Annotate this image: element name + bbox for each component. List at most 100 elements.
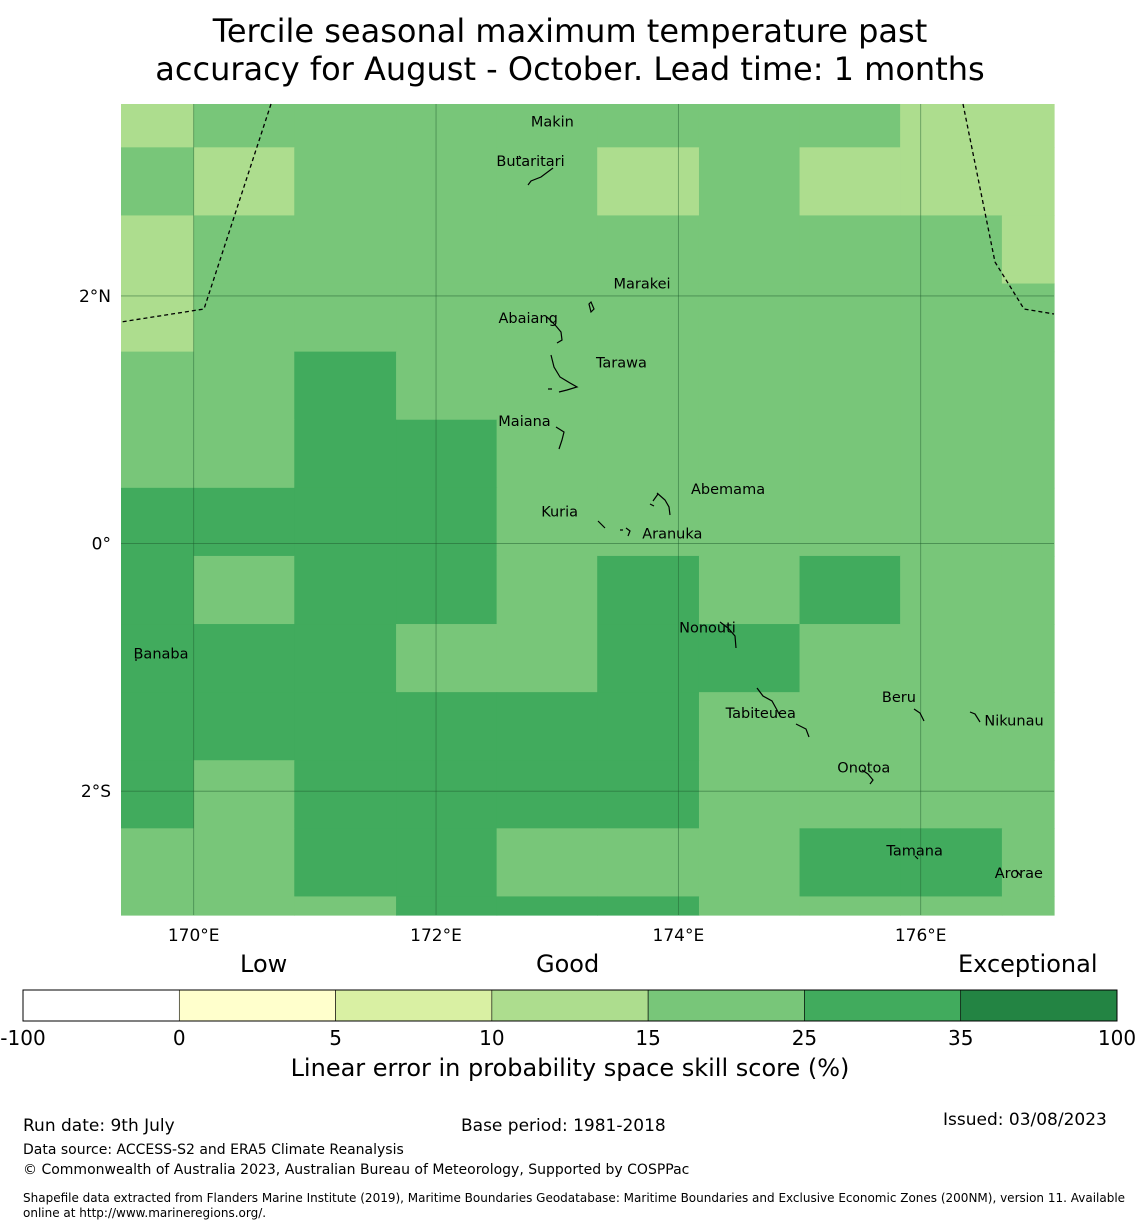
grid-cell [698,283,801,353]
colorbar-tick-label: 0 [172,1026,186,1050]
grid-cell [294,828,397,898]
colorbar-bin [335,989,493,1022]
grid-cell [900,215,1003,285]
grid-cell [698,760,801,829]
island-label: Nonouti [679,621,736,637]
grid-cell [294,487,397,557]
grid-cell [1001,624,1055,693]
grid-cell [698,896,801,916]
grid-cell [396,624,498,693]
grid-cell [121,692,195,761]
grid-cell [698,104,801,148]
island-label: Abaiang [498,311,557,327]
grid-cell [1001,692,1055,761]
island-label: Marakei [613,276,670,292]
grid-cell [121,828,195,898]
grid-cell [799,760,901,829]
grid-cell [900,283,1003,353]
grid-cell [900,351,1003,421]
island-outlines [135,155,1022,877]
grid-cell [193,760,295,829]
copyright-notice: © Commonwealth of Australia 2023, Austra… [23,1162,690,1178]
colorbar-bin [22,989,180,1022]
y-tick-label: 0° [92,535,111,555]
colorbar-tick-label: -100 [0,1026,46,1050]
grid-cell [799,828,901,898]
island-label: Aranuka [642,527,702,543]
grid-cell [294,760,397,829]
grid-cell [193,487,295,557]
grid-cell [597,624,700,693]
grid-cell [1001,283,1055,353]
grid-cell [396,828,498,898]
grid-cell [496,555,598,625]
grid-cell [193,104,295,148]
grid-cell [799,283,901,353]
legend-word-good: Good [536,950,600,978]
colorbar-tick-label: 35 [947,1026,974,1050]
grid-cell [1001,419,1055,489]
grid-cell [496,487,598,557]
grid-cell [900,692,1003,761]
island-label: Kuria [541,504,578,520]
grid-cell [799,624,901,693]
island-label: Abemama [691,482,765,498]
grid-cell [193,624,295,693]
data-source: Data source: ACCESS-S2 and ERA5 Climate … [23,1142,404,1158]
colorbar-label: Linear error in probability space skill … [290,1054,850,1082]
grid-cell [597,760,700,829]
grid-cell [294,896,397,916]
colorbar-bin [647,989,805,1022]
grid-cell [1001,215,1055,285]
grid-cell [396,419,498,489]
grid-cell [799,896,901,916]
island-label: Butaritari [496,154,564,170]
x-tick-label: 172°E [410,926,462,946]
grid-cell [496,760,598,829]
grid-cell [597,555,700,625]
grid-cell [396,487,498,557]
grid-cell [294,147,397,217]
colorbar-bin [491,989,649,1022]
grid-cell [1001,487,1055,557]
grid-cell [900,487,1003,557]
grid-cell [121,760,195,829]
eez-boundary-west [120,103,272,323]
grid-cell [900,828,1003,898]
grid-cell [698,555,801,625]
grid-cell [496,215,598,285]
grid-cell [121,351,195,421]
grid-cell [597,692,700,761]
grid-cell [1001,351,1055,421]
grid-cell [193,555,295,625]
grid-cell [698,828,801,898]
colorbar-tick-label: 15 [635,1026,661,1050]
grid-cell [396,351,498,421]
map-title-line-2: accuracy for August - October. Lead time… [155,50,985,88]
grid-cell [900,147,1003,217]
grid-cell [396,896,498,916]
grid-cell [900,760,1003,829]
eez-boundary-east [962,103,1055,315]
issued-date: Issued: 03/08/2023 [943,1110,1107,1130]
base-period: Base period: 1981-2018 [461,1116,666,1136]
map-title-line-1: Tercile seasonal maximum temperature pas… [212,12,928,50]
grid-cell [193,351,295,421]
grid-cell [496,624,598,693]
y-tick-label: 2°N [79,287,111,307]
axis-ticks: 170°E 172°E 174°E 176°E 2°N 0° 2°S [79,287,947,946]
grid-cell [121,555,195,625]
island-label: Nikunau [984,714,1043,730]
grid-cell [193,419,295,489]
colorbar-bin [178,989,336,1022]
grid-cell [121,104,195,148]
colorbar-tick-label: 5 [329,1026,342,1050]
x-tick-label: 176°E [895,926,947,946]
grid-cell [1001,828,1055,898]
grid-cell [396,760,498,829]
grid-cell [496,896,598,916]
grid-cell [698,624,801,693]
legend-word-low: Low [240,950,288,978]
grid-cell [1001,147,1055,217]
colorbar-tick-label: 25 [791,1026,818,1050]
